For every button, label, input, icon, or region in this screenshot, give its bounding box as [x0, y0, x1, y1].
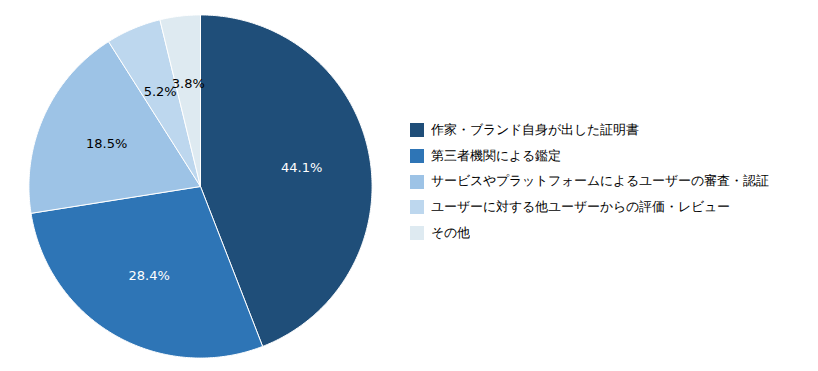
svg-text:44.1%: 44.1% [281, 159, 322, 174]
svg-text:28.4%: 28.4% [129, 267, 170, 282]
html-text:第三者機関による鑑定: 第三者機関による鑑定 [430, 147, 561, 163]
svg-text:5.2%: 5.2% [143, 83, 177, 99]
html-text:その他: その他 [430, 224, 470, 240]
html-text:作家・ブランド自身が出した証明書: 作家・ブランド自身が出した証明書 [430, 122, 639, 137]
svg-text:3.8%: 3.8% [172, 76, 205, 91]
svg-text:18.5%: 18.5% [86, 136, 127, 151]
html-text:サービスやプラットフォームによるユーザーの審査・認証: サービスやプラットフォームによるユーザーの審査・認証 [430, 173, 769, 189]
html-text:ユーザーに対する他ユーザーからの評価・レビュー: ユーザーに対する他ユーザーからの評価・レビュー [430, 199, 730, 215]
